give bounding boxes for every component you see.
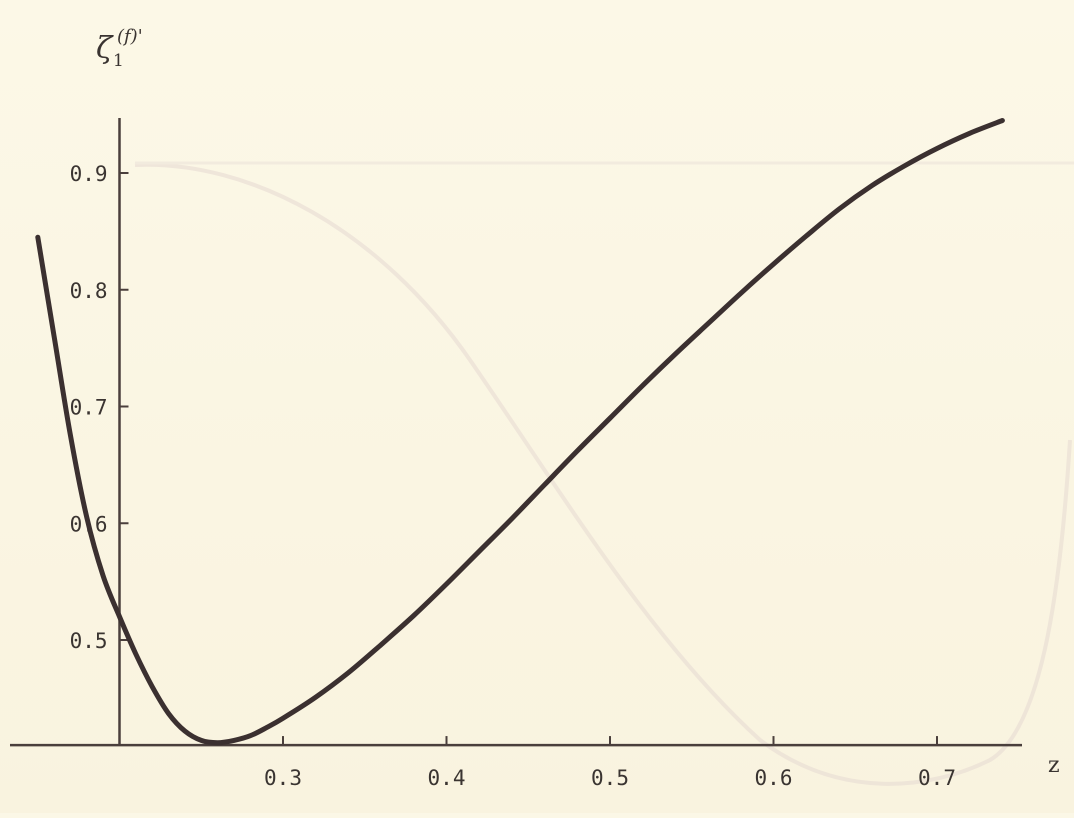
y-tick-label: 0.9: [70, 162, 108, 186]
x-ticks: 0.3 0.4 0.5 0.6 0.7: [264, 736, 956, 790]
series-line-0: [35, 118, 1005, 746]
y-tick-label: 0.5: [70, 629, 108, 653]
x-tick-label: 0.4: [428, 766, 466, 790]
x-tick-label: 0.3: [264, 766, 302, 790]
y-axis-label-main: ζ: [96, 31, 114, 66]
axes: 0.3 0.4 0.5 0.6 0.7 0.5 0.6 0.7 0.8 0.9: [10, 118, 1022, 790]
series-group: [35, 118, 1005, 746]
paper-show-through: [134, 161, 1074, 786]
y-tick-label: 0.8: [70, 279, 108, 303]
y-tick-label: 0.7: [70, 396, 108, 420]
x-tick-label: 0.5: [591, 766, 629, 790]
y-ticks: 0.50.60.70.80.9: [70, 162, 129, 653]
x-tick-label: 0.6: [755, 766, 793, 790]
y-axis-label-subscript: 1: [113, 51, 124, 71]
x-tick-label: 0.7: [918, 766, 956, 790]
y-axis-label: ζ: [96, 31, 114, 66]
show-through-curve: [134, 162, 1072, 786]
y-axis-label-superscript: (f)': [117, 26, 143, 47]
x-axis-label: z: [1048, 753, 1060, 778]
